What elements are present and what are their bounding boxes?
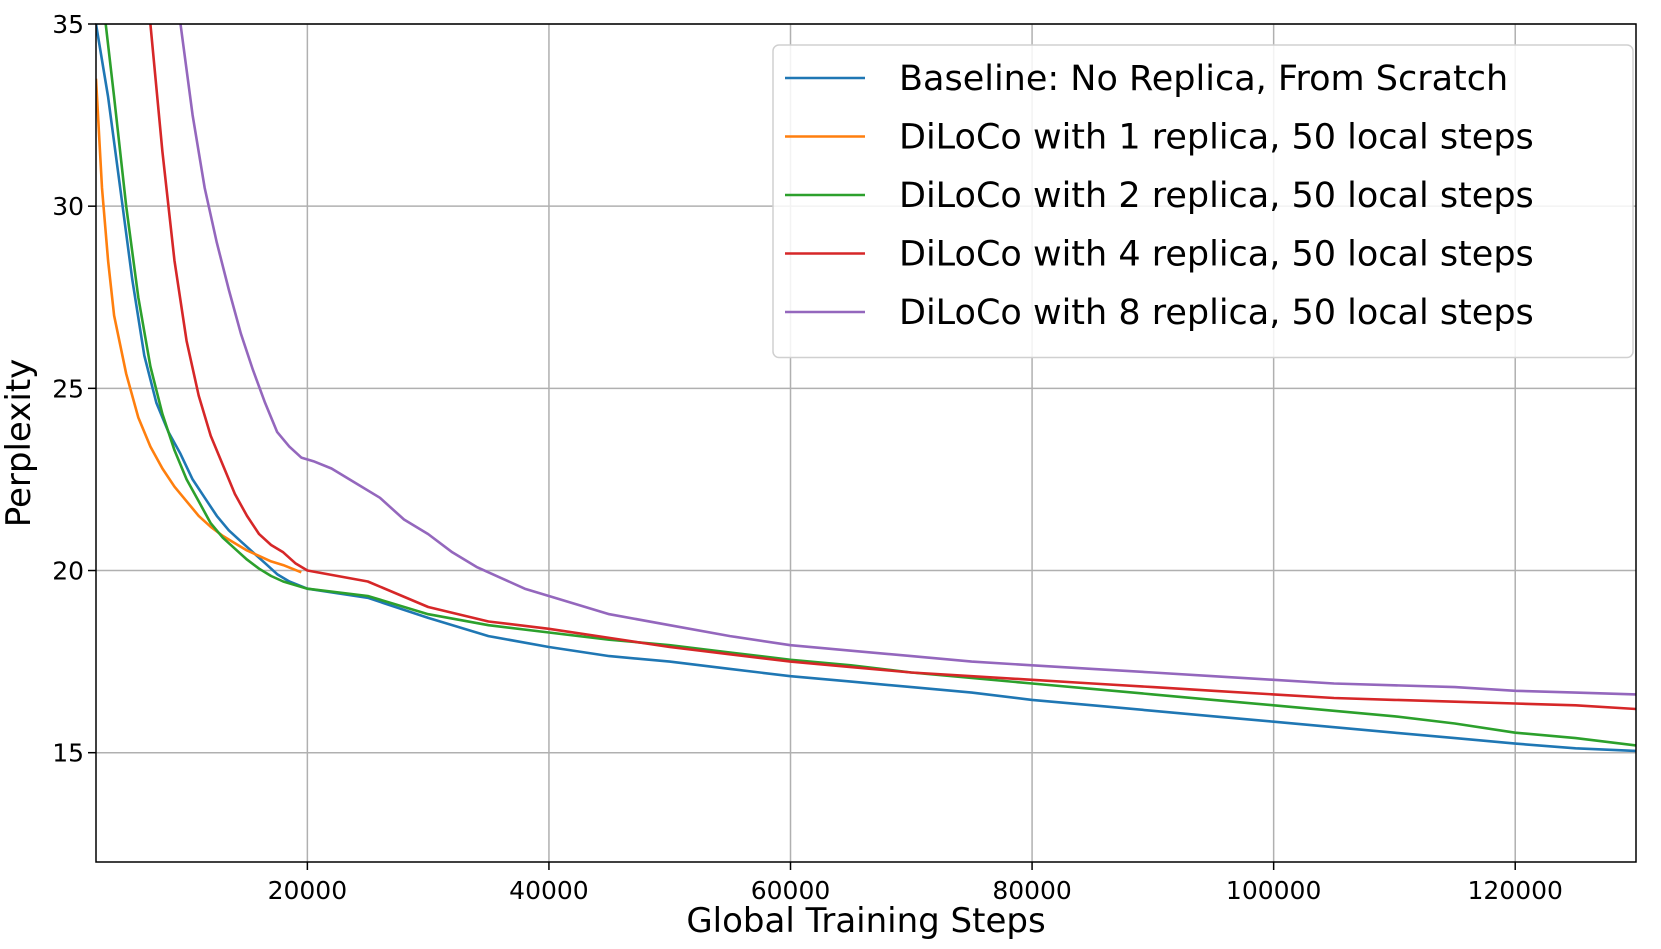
- x-tick-label: 100000: [1226, 876, 1321, 905]
- series-line-2: [96, 78, 302, 574]
- legend: Baseline: No Replica, From Scratch DiLoCo…: [772, 44, 1634, 359]
- plot-frame: [95, 23, 1637, 863]
- series-lines: [96, 24, 1636, 753]
- series-line-5: [179, 24, 1636, 696]
- y-tick-label: 20: [52, 557, 84, 586]
- legend-label: DiLoCo with 4 replica, 50 local steps: [899, 235, 1534, 275]
- y-tick-label: 25: [52, 374, 84, 403]
- legend-label: DiLoCo with 1 replica, 50 local steps: [899, 118, 1534, 158]
- x-tick-label: 40000: [509, 876, 589, 905]
- legend-label: Baseline: No Replica, From Scratch: [899, 59, 1508, 99]
- legend-box: [772, 44, 1634, 359]
- x-tick-label: 80000: [992, 876, 1072, 905]
- x-tick-label: 20000: [268, 876, 348, 905]
- legend-label: DiLoCo with 8 replica, 50 local steps: [899, 293, 1534, 333]
- y-tick-label: 30: [52, 192, 84, 221]
- x-axis-ticks: 20000 40000 60000 80000 100000 120000: [268, 862, 1563, 905]
- x-axis-title: Global Training Steps: [686, 901, 1045, 941]
- legend-label: DiLoCo with 2 replica, 50 local steps: [899, 176, 1534, 216]
- y-axis-title: Perplexity: [0, 359, 39, 528]
- series-line-3: [104, 24, 1636, 747]
- series-line-1: [96, 24, 1636, 753]
- y-tick-label: 35: [52, 10, 84, 39]
- y-axis-ticks: 15 20 25 30 35: [52, 10, 96, 768]
- x-tick-label: 120000: [1467, 876, 1562, 905]
- x-tick-label: 60000: [751, 876, 831, 905]
- y-tick-label: 15: [52, 739, 84, 768]
- series-line-4: [149, 24, 1636, 711]
